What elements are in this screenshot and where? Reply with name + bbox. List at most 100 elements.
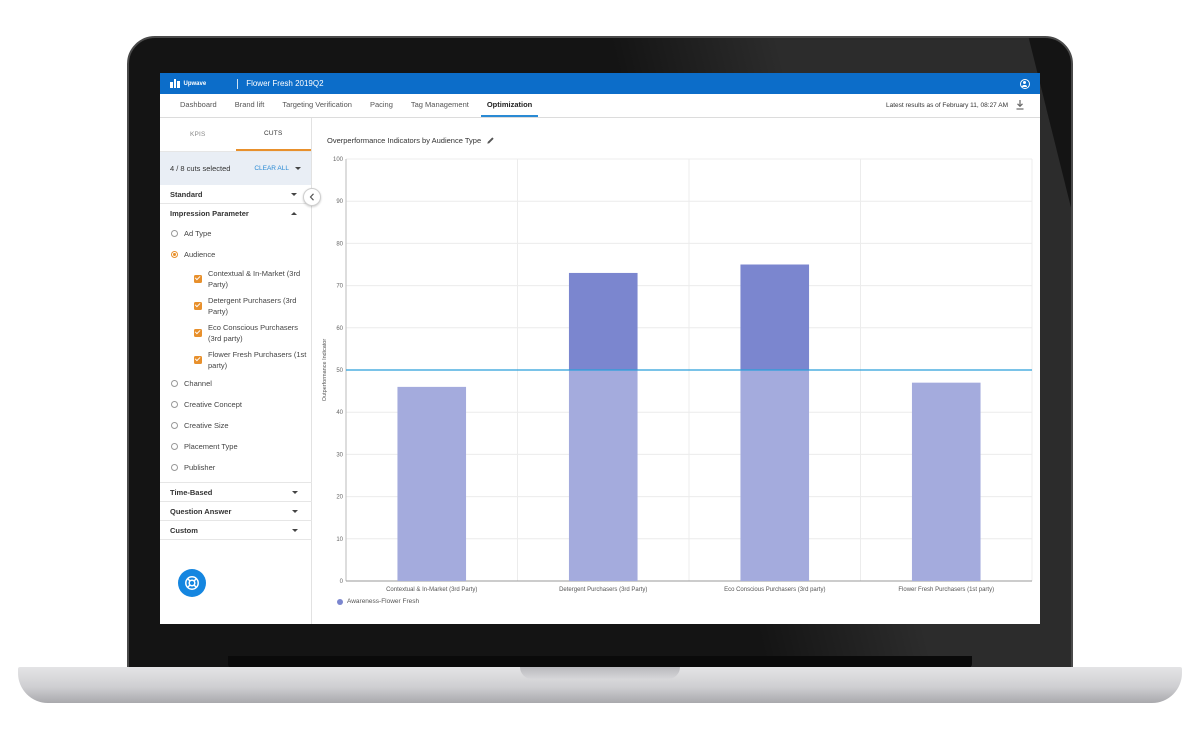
- y-tick-label: 90: [336, 199, 343, 205]
- checkbox-contextual-in-market[interactable]: Contextual & In-Market (3rd Party): [160, 265, 311, 292]
- radio-publisher[interactable]: Publisher: [160, 457, 311, 478]
- laptop-base: [18, 667, 1182, 703]
- section-standard[interactable]: Standard: [160, 185, 311, 204]
- radio-placement-type[interactable]: Placement Type: [160, 436, 311, 457]
- y-tick-label: 100: [333, 157, 344, 163]
- checkbox-eco-conscious-purchasers[interactable]: Eco Conscious Purchasers (3rd party): [160, 319, 311, 346]
- tab-dashboard[interactable]: Dashboard: [180, 100, 217, 109]
- bar-4-below-threshold: [911, 382, 981, 581]
- bar-3-above-threshold: [740, 264, 810, 370]
- radio-creative-size[interactable]: Creative Size: [160, 415, 311, 436]
- cuts-summary-bar: 4 / 8 cuts selected CLEAR ALL: [160, 152, 311, 185]
- radio-icon: [171, 422, 178, 429]
- latest-results-timestamp: Latest results as of February 11, 08:27 …: [886, 101, 1008, 109]
- section-label: Standard: [170, 189, 203, 199]
- radio-icon: [171, 380, 178, 387]
- radio-icon: [171, 230, 178, 237]
- x-tick-label: Detergent Purchasers (3rd Party): [559, 587, 647, 593]
- radio-icon: [171, 401, 178, 408]
- radio-creative-concept[interactable]: Creative Concept: [160, 394, 311, 415]
- chart-legend[interactable]: Awareness-Flower Fresh: [337, 598, 419, 605]
- checkbox-label: Detergent Purchasers (3rd Party): [208, 295, 297, 316]
- section-label: Question Answer: [170, 506, 232, 516]
- checkbox-checked-icon: [194, 355, 202, 364]
- x-tick-label: Flower Fresh Purchasers (1st party): [898, 587, 994, 593]
- radio-icon: [171, 443, 178, 450]
- checkbox-label: Flower Fresh Purchasers (1st party): [208, 349, 307, 370]
- title-separator: [237, 78, 239, 89]
- radio-channel[interactable]: Channel: [160, 373, 311, 394]
- section-question-answer[interactable]: Question Answer: [160, 501, 312, 521]
- y-tick-label: 50: [336, 368, 343, 374]
- laptop-hinge: [228, 656, 972, 668]
- bar-3-below-threshold: [740, 370, 810, 581]
- chevron-down-icon: [292, 490, 298, 494]
- cuts-sidebar: KPIS CUTS 4 / 8 cuts selected CLEAR ALL …: [160, 118, 312, 624]
- tab-optimization[interactable]: Optimization: [480, 94, 539, 117]
- y-tick-label: 0: [340, 579, 344, 585]
- legend-label: Awareness-Flower Fresh: [347, 598, 420, 605]
- brand-name: Upwave: [183, 80, 207, 87]
- section-time-based[interactable]: Time-Based: [160, 482, 312, 502]
- y-tick-label: 80: [336, 241, 343, 247]
- sidebar-tab-cuts[interactable]: CUTS: [235, 118, 311, 151]
- chevron-down-icon: [291, 192, 297, 196]
- chevron-down-icon: [292, 509, 298, 513]
- chevron-up-icon: [291, 212, 297, 215]
- section-label: Time-Based: [170, 487, 213, 497]
- help-button[interactable]: [178, 569, 206, 597]
- main-nav: Dashboard Brand lift Targeting Verificat…: [160, 94, 1040, 118]
- y-tick-label: 40: [336, 410, 343, 416]
- section-impression-parameter[interactable]: Impression Parameter: [160, 204, 311, 223]
- radio-label: Publisher: [184, 463, 216, 472]
- upwave-logo-icon: [170, 79, 180, 88]
- project-title: Flower Fresh 2019Q2: [246, 79, 324, 88]
- y-tick-label: 70: [336, 284, 343, 290]
- bar-2-below-threshold: [568, 370, 638, 581]
- radio-ad-type[interactable]: Ad Type: [160, 223, 311, 244]
- radio-audience[interactable]: Audience: [160, 244, 311, 265]
- radio-label: Creative Size: [184, 421, 229, 430]
- tab-pacing[interactable]: Pacing: [369, 100, 393, 109]
- chart-title: Overperformance Indicators by Audience T…: [327, 136, 482, 145]
- checkbox-detergent-purchasers[interactable]: Detergent Purchasers (3rd Party): [160, 292, 311, 319]
- y-tick-label: 30: [336, 452, 343, 458]
- radio-label: Placement Type: [184, 442, 238, 451]
- checkbox-checked-icon: [194, 328, 202, 337]
- checkbox-checked-icon: [194, 274, 202, 283]
- chevron-left-icon: [309, 193, 314, 201]
- clear-all-button[interactable]: CLEAR ALL: [254, 165, 289, 172]
- x-tick-label: Eco Conscious Purchasers (3rd party): [724, 587, 825, 593]
- legend-swatch: [337, 598, 343, 605]
- chevron-down-icon: [292, 528, 298, 532]
- radio-label: Creative Concept: [184, 400, 242, 409]
- checkbox-checked-icon: [194, 301, 202, 310]
- radio-icon: [171, 464, 178, 471]
- section-custom[interactable]: Custom: [160, 520, 312, 540]
- brand-logo[interactable]: Upwave: [170, 79, 206, 88]
- y-axis-label: Outperformance Indicator: [322, 339, 328, 402]
- tab-targeting-verification[interactable]: Targeting Verification: [282, 100, 352, 109]
- collapsed-sections: Time-Based Question Answer Custom: [160, 482, 312, 540]
- radio-selected-icon: [171, 251, 178, 258]
- chevron-down-icon[interactable]: [295, 167, 301, 170]
- bar-chart: 0 10 20 30 40 50 60 70 80 90 100 Outperformance Ind…: [322, 157, 1033, 593]
- user-account-icon[interactable]: [1020, 78, 1030, 89]
- app-screen: Upwave Flower Fresh 2019Q2 Dashboard Bra…: [160, 73, 1040, 624]
- section-label: Impression Parameter: [170, 209, 249, 218]
- y-tick-label: 10: [336, 537, 343, 543]
- tab-tag-management[interactable]: Tag Management: [410, 100, 469, 109]
- cuts-selected-count: 4 / 8 cuts selected: [170, 164, 231, 173]
- sidebar-tab-kpis[interactable]: KPIS: [189, 131, 206, 138]
- sidebar-tabs: KPIS CUTS: [160, 118, 311, 152]
- download-icon[interactable]: [1016, 100, 1024, 110]
- section-label: Custom: [170, 525, 198, 535]
- bar-2-above-threshold: [568, 272, 638, 370]
- pencil-icon[interactable]: [486, 136, 495, 145]
- checkbox-flower-fresh-purchasers[interactable]: Flower Fresh Purchasers (1st party): [160, 346, 311, 373]
- radio-label: Channel: [184, 379, 212, 388]
- checkbox-label: Contextual & In-Market (3rd Party): [208, 268, 301, 289]
- tab-brand-lift[interactable]: Brand lift: [234, 100, 265, 109]
- collapse-sidebar-button[interactable]: [303, 188, 321, 206]
- radio-label: Ad Type: [184, 229, 212, 238]
